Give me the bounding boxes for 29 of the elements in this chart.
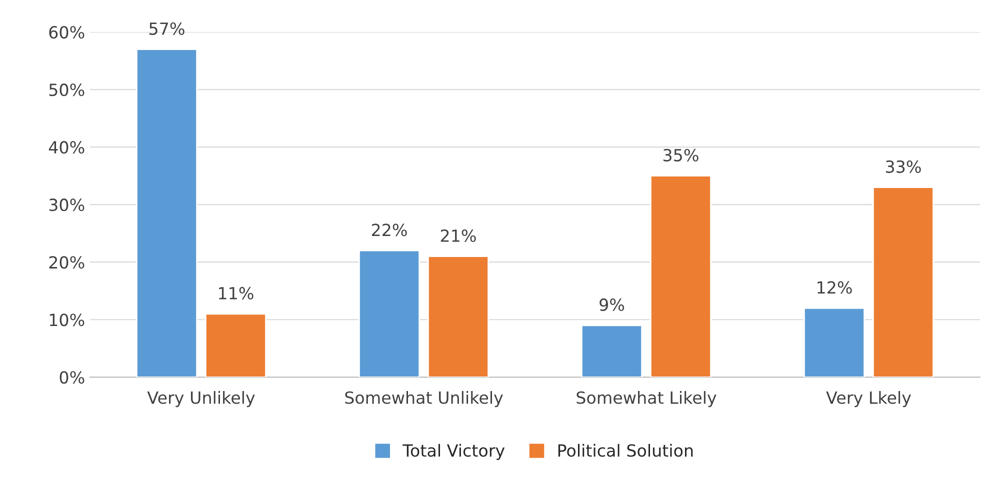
bar xyxy=(804,307,865,378)
data-label: 57% xyxy=(150,22,184,35)
bar xyxy=(581,324,642,378)
data-label: 11% xyxy=(219,286,254,300)
data-label: 35% xyxy=(663,148,698,162)
y-tick-label: 50% xyxy=(49,84,84,96)
bar xyxy=(428,256,489,378)
legend-label: Total Victory xyxy=(402,444,505,460)
x-tick-label: Very Lkely xyxy=(826,391,911,408)
y-tick-label: 60% xyxy=(49,26,84,39)
y-tick-label: 0% xyxy=(60,371,84,384)
x-tick-label: Very Unlikely xyxy=(147,391,255,408)
data-label: 22% xyxy=(372,224,407,236)
x-tick-label: Somewhat Unlikely xyxy=(345,391,503,408)
data-label: 12% xyxy=(818,281,852,294)
data-label: 21% xyxy=(440,229,476,242)
y-tick-label: 40% xyxy=(48,141,84,154)
data-label: 9% xyxy=(600,298,624,312)
bar xyxy=(650,175,712,378)
bar xyxy=(872,186,934,378)
bar xyxy=(136,48,198,378)
y-tick-label: 30% xyxy=(49,198,84,212)
data-label: 33% xyxy=(886,160,921,173)
legend-label: Political Solution xyxy=(558,444,693,457)
bar xyxy=(358,250,420,378)
bar xyxy=(205,313,266,378)
y-tick-label: 10% xyxy=(50,314,84,326)
x-tick-label: Somewhat Likely xyxy=(576,391,716,408)
y-tick-label: 20% xyxy=(49,256,84,269)
